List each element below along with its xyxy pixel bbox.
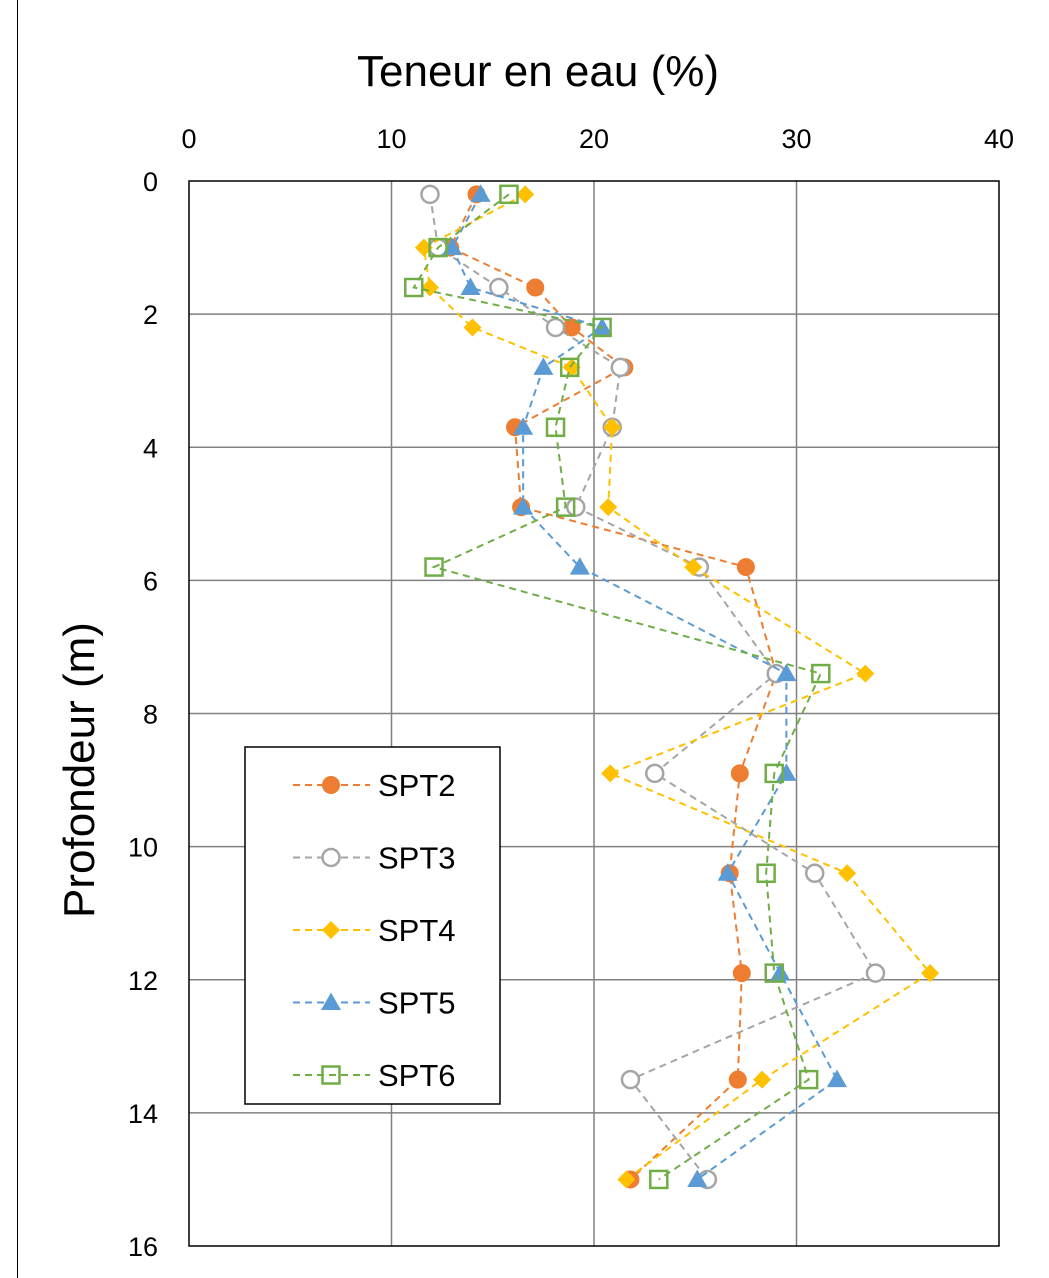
data-point-spt5 — [592, 317, 613, 335]
data-point-spt5 — [776, 763, 797, 781]
data-point-spt4 — [617, 1170, 636, 1189]
y-tick-label: 14 — [128, 1099, 158, 1129]
data-point-spt2 — [526, 278, 545, 297]
data-point-spt3 — [489, 277, 509, 298]
data-point-spt2 — [736, 558, 755, 577]
legend-label-spt5: SPT5 — [378, 986, 456, 1021]
y-axis-title: Profondeur (m) — [55, 622, 104, 918]
legend-item-spt4: SPT4 — [293, 913, 456, 948]
data-point-spt4 — [921, 964, 940, 983]
data-point-spt4 — [463, 318, 482, 337]
series-line-spt6 — [412, 193, 823, 1181]
legend-item-spt2: SPT2 — [293, 768, 456, 803]
x-tick-label: 10 — [376, 124, 406, 154]
data-point-spt3 — [420, 184, 440, 205]
data-point-spt6 — [649, 1169, 669, 1190]
legend-label-spt4: SPT4 — [378, 913, 456, 948]
data-point-spt6 — [545, 417, 566, 438]
data-point-spt5 — [569, 557, 590, 575]
data-point-spt4 — [838, 864, 857, 883]
data-point-spt6 — [811, 663, 831, 684]
legend-label-spt3: SPT3 — [378, 841, 456, 876]
data-point-spt4 — [562, 358, 581, 377]
y-tick-label: 2 — [143, 300, 158, 330]
data-point-spt6 — [499, 184, 519, 205]
legend-item-spt6: SPT6 — [293, 1058, 456, 1093]
data-point-spt2 — [728, 1070, 747, 1089]
y-tick-label: 8 — [143, 700, 158, 730]
legend-item-spt5: SPT5 — [293, 986, 456, 1021]
data-point-spt3 — [610, 357, 631, 378]
x-tick-label: 20 — [579, 124, 609, 154]
data-point-spt5 — [827, 1069, 847, 1088]
data-point-spt6 — [592, 317, 612, 338]
data-point-spt5 — [776, 663, 797, 682]
series-line-spt2 — [448, 193, 778, 1181]
data-point-spt4 — [856, 664, 875, 683]
x-tick-label: 30 — [781, 124, 811, 154]
legend: SPT2 SPT3 SPT4 SPT5 SPT6 — [244, 746, 501, 1105]
left-border-line — [17, 0, 18, 1278]
data-point-spt5 — [470, 184, 491, 202]
data-point-spt6 — [764, 763, 784, 784]
chart-title: Teneur en eau (%) — [357, 47, 719, 96]
data-point-spt3 — [645, 763, 665, 784]
data-point-spt6 — [756, 863, 776, 883]
y-tick-label: 12 — [128, 966, 158, 996]
series-layer — [404, 184, 940, 1190]
x-tick-label: 40 — [984, 124, 1014, 154]
data-point-spt4 — [601, 764, 620, 783]
x-tick-label: 0 — [181, 124, 196, 154]
y-tick-label: 10 — [128, 833, 158, 863]
data-point-spt6 — [428, 237, 448, 258]
data-point-spt3 — [804, 863, 825, 883]
legend-marker-spt5 — [321, 992, 341, 1010]
data-point-spt5 — [717, 863, 738, 881]
data-point-spt6 — [424, 557, 444, 577]
legend-box — [244, 746, 501, 1105]
data-point-spt3 — [545, 317, 566, 338]
data-point-spt5 — [513, 497, 534, 515]
data-point-spt6 — [798, 1069, 819, 1090]
series-line-spt4 — [422, 193, 932, 1181]
data-point-spt4 — [753, 1070, 772, 1089]
data-point-spt6 — [559, 357, 580, 378]
data-point-spt5 — [533, 357, 554, 375]
data-point-spt4 — [420, 278, 439, 297]
series-spt5 — [442, 184, 847, 1187]
legend-marker-spt6 — [321, 1065, 341, 1085]
data-point-spt4 — [516, 185, 535, 204]
y-tick-label: 6 — [143, 566, 158, 596]
data-point-spt3 — [620, 1069, 641, 1090]
y-tick-label: 16 — [128, 1232, 158, 1262]
legend-label-spt2: SPT2 — [378, 768, 456, 803]
data-point-spt6 — [404, 277, 424, 298]
plot-area-border — [188, 180, 1000, 1247]
legend-marker-spt2 — [322, 776, 340, 794]
series-line-spt5 — [451, 193, 839, 1181]
data-point-spt2 — [732, 964, 751, 983]
legend-marker-spt3 — [321, 847, 341, 868]
data-point-spt4 — [684, 558, 703, 577]
series-line-spt3 — [428, 194, 877, 1181]
series-spt6 — [404, 184, 831, 1190]
y-tick-label: 0 — [143, 167, 158, 197]
data-point-spt4 — [603, 418, 622, 437]
tick-labels: 0 10 20 30 40 0 2 4 6 8 10 12 14 16 — [128, 124, 1014, 1262]
data-point-spt2 — [730, 764, 749, 783]
legend-label-spt6: SPT6 — [378, 1058, 456, 1093]
data-point-spt5 — [687, 1169, 708, 1187]
data-point-spt3 — [865, 963, 886, 983]
data-point-spt6 — [764, 963, 784, 983]
legend-marker-spt4 — [322, 921, 340, 939]
data-point-spt5 — [460, 277, 481, 295]
legend-item-spt3: SPT3 — [293, 841, 456, 876]
data-point-spt6 — [555, 497, 576, 517]
y-tick-label: 4 — [143, 433, 158, 463]
data-point-spt5 — [513, 417, 534, 435]
data-point-spt3 — [566, 497, 586, 517]
data-point-spt4 — [599, 498, 618, 517]
